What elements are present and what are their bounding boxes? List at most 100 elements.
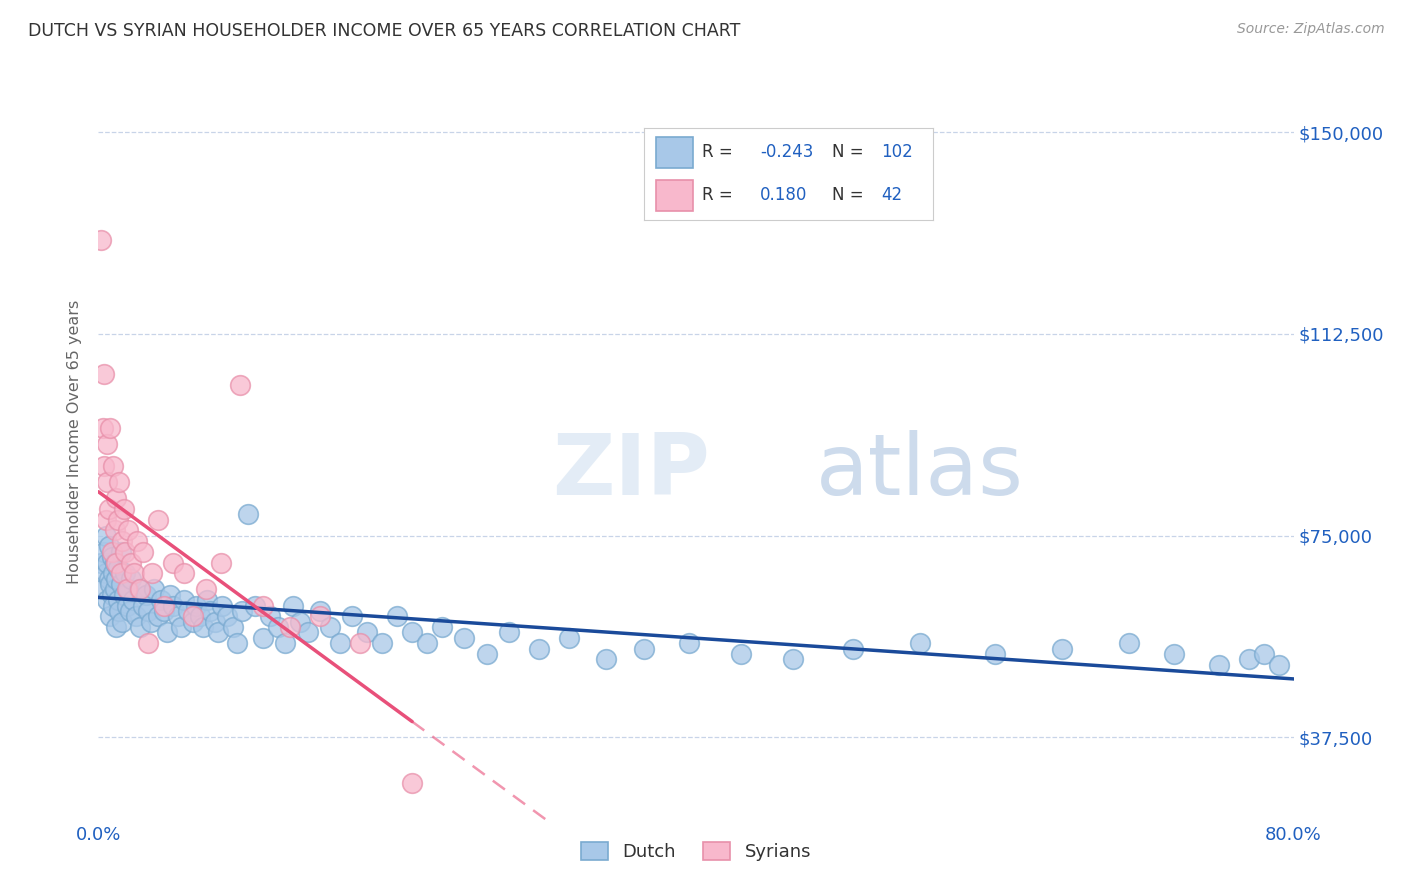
Point [259,609,281,624]
Point [215,609,238,624]
Point [94,528,117,542]
Point [128,582,150,597]
Point [94,566,117,581]
Point [371,636,394,650]
Point [121,593,143,607]
Point [129,620,152,634]
Point [148,512,170,526]
Point [1163,647,1185,661]
Point [1253,647,1275,661]
Point [984,647,1007,661]
Point [527,641,550,656]
Point [236,507,259,521]
Point [159,588,181,602]
Point [908,636,931,650]
FancyBboxPatch shape [655,180,693,211]
Point [207,625,229,640]
Point [112,501,135,516]
Point [93,458,115,473]
Point [114,545,136,559]
Point [110,577,132,591]
Point [108,604,131,618]
Point [135,588,157,602]
Point [96,437,118,451]
Point [162,599,184,613]
Point [142,582,165,597]
Point [117,523,139,537]
Point [97,540,120,554]
Text: DUTCH VS SYRIAN HOUSEHOLDER INCOME OVER 65 YEARS CORRELATION CHART: DUTCH VS SYRIAN HOUSEHOLDER INCOME OVER … [28,22,741,40]
Point [177,604,200,618]
Y-axis label: Householder Income Over 65 years: Householder Income Over 65 years [67,300,83,583]
Point [153,599,176,613]
Point [166,609,188,624]
Point [197,593,219,607]
Point [114,566,136,581]
Point [173,593,195,607]
Point [96,556,118,570]
Point [110,566,132,581]
Point [252,599,274,613]
Point [226,636,249,650]
Text: -0.243: -0.243 [759,143,813,161]
Point [297,625,319,640]
Point [349,636,371,650]
Point [1237,652,1260,666]
Point [782,652,804,666]
Point [209,556,232,570]
Point [96,475,118,489]
Point [115,599,138,613]
Point [125,609,148,624]
Text: atlas: atlas [815,430,1024,514]
Point [90,556,112,570]
Point [195,582,218,597]
Point [633,641,655,656]
Point [107,512,129,526]
Point [127,534,149,549]
Point [104,556,127,570]
Point [267,620,290,634]
Point [90,233,112,247]
Point [101,550,124,565]
Point [162,556,184,570]
Point [678,636,700,650]
Text: N =: N = [832,143,869,161]
Text: ZIP: ZIP [553,430,710,514]
Point [401,625,423,640]
Point [204,615,226,629]
Point [103,458,125,473]
Point [118,604,141,618]
Point [252,631,274,645]
Point [169,620,191,634]
Point [222,620,245,634]
Point [308,604,330,618]
Point [101,588,124,602]
Text: 102: 102 [882,143,912,161]
Point [430,620,453,634]
Text: Source: ZipAtlas.com: Source: ZipAtlas.com [1237,22,1385,37]
Point [150,593,173,607]
Point [107,561,129,575]
Point [97,572,120,586]
Point [110,545,132,559]
Point [401,776,423,790]
Point [105,556,128,570]
Point [200,604,222,618]
Point [281,599,304,613]
Point [129,582,152,597]
Point [288,615,311,629]
Point [229,378,252,392]
Text: R =: R = [702,186,738,204]
Point [136,636,159,650]
Point [1267,657,1289,672]
Point [91,421,114,435]
Text: 0.180: 0.180 [759,186,807,204]
Point [342,609,364,624]
Point [136,604,159,618]
Point [274,636,297,650]
Point [132,599,155,613]
Point [453,631,475,645]
Point [105,491,128,505]
Point [329,636,352,650]
Point [98,421,122,435]
